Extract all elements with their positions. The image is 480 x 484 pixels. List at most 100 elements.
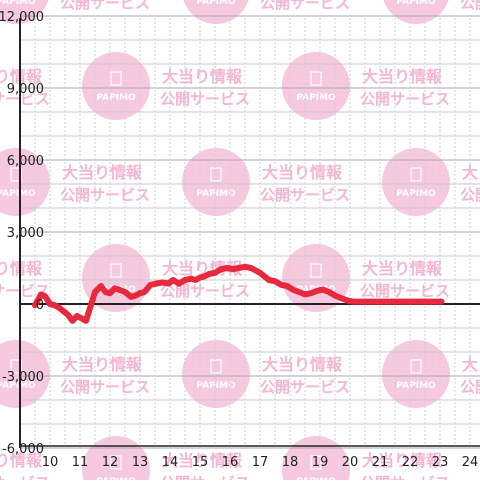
watermark-line2: 公開サービス (60, 0, 150, 12)
x-tick-label: 12 (102, 455, 119, 470)
watermark-line2: 公開サービス (0, 474, 50, 480)
series-layer (32, 263, 445, 324)
watermark-line2: 公開サービス (60, 378, 150, 396)
watermark-line2: 公開サービス (360, 474, 450, 480)
y-tick-label: 3,000 (7, 226, 44, 241)
watermark-glyph-icon (110, 263, 122, 278)
watermark-logo (282, 52, 350, 120)
watermark-logo (0, 340, 50, 408)
watermark-glyph-icon (310, 71, 322, 86)
watermark-line1: 大当り情報 (362, 259, 443, 278)
watermark-glyph-icon (210, 359, 222, 374)
watermark-logo-text: PAPIMO (396, 189, 436, 199)
watermark-logo (282, 244, 350, 312)
watermark-line1: 大当り情報 (162, 67, 243, 86)
watermark-logo (0, 0, 49, 24)
watermark-glyph-icon (310, 455, 322, 470)
watermark-line1: 大当り情報 (0, 451, 43, 470)
watermark-logo-text: PAPIMO (0, 0, 36, 7)
y-tick-label: 12,000 (0, 10, 44, 25)
grid-layer (20, 15, 480, 449)
x-tick-label: 16 (222, 455, 239, 470)
watermark-line2: 公開サービス (160, 474, 250, 480)
watermark-glyph-icon (410, 359, 422, 374)
watermark-line1: 大当り情報 (262, 163, 343, 182)
watermark-logo (383, 0, 449, 24)
y-tick-label: 0 (36, 298, 44, 313)
x-tick-label: 24 (462, 455, 479, 470)
watermark-logo (183, 0, 249, 24)
x-tick-label: 13 (132, 455, 149, 470)
x-tick-label: 19 (312, 455, 329, 470)
x-tick-label: 22 (402, 455, 419, 470)
watermark-logo (82, 52, 150, 120)
y-tick-label: -3,000 (2, 370, 44, 385)
watermark-logo (382, 148, 450, 216)
watermark-line1: 大当り情報 (0, 259, 43, 278)
watermark-line2: 公開サービス (460, 0, 480, 12)
x-tick-label: 15 (192, 455, 209, 470)
x-tick-label: 10 (42, 455, 59, 470)
watermark-logo-text: PAPIMO (0, 381, 36, 391)
watermark-line2: 公開サービス (260, 0, 350, 12)
watermark-line2: 公開サービス (60, 186, 150, 204)
watermark-line2: 公開サービス (360, 90, 450, 108)
y-tick-label: -6,000 (2, 442, 44, 457)
watermark-line1: 大当り情報 (462, 163, 480, 182)
watermark-line1: 大当り情報 (362, 451, 443, 470)
watermark-logo-text: PAPIMO (396, 0, 436, 7)
watermark-glyph-icon (310, 263, 322, 278)
watermark-line1: 大当り情報 (462, 355, 480, 374)
watermark-line1: 大当り情報 (62, 355, 143, 374)
x-tick-label: 17 (252, 455, 269, 470)
y-tick-label: 9,000 (7, 82, 44, 97)
watermark-logo (0, 148, 50, 216)
series-line (32, 263, 445, 324)
watermark-line1: 大当り情報 (62, 163, 143, 182)
watermark-line1: 大当り情報 (0, 67, 43, 86)
watermark-logo-text: PAPIMO (196, 381, 236, 391)
watermark-line1: 大当り情報 (262, 355, 343, 374)
x-tick-label: 20 (342, 455, 359, 470)
watermark-glyph-icon (410, 167, 422, 182)
watermark-glyph-icon (210, 167, 222, 182)
watermark-glyph-icon (110, 455, 122, 470)
watermark-glyph-icon (110, 71, 122, 86)
watermark-logo-text: PAPIMO (296, 93, 336, 103)
watermark-logo (182, 340, 250, 408)
watermark-line2: 公開サービス (160, 282, 250, 300)
tick-label-layer: -6,000 -3,000 0 3,000 6,000 9,000 12,000 10 11 12… (0, 10, 478, 470)
watermark-logo-text: PAPIMO (196, 189, 236, 199)
watermark-logo (182, 148, 250, 216)
watermark-logo-text: PAPIMO (96, 93, 136, 103)
x-tick-label: 14 (162, 455, 179, 470)
x-tick-label: 18 (282, 455, 299, 470)
x-tick-label: 23 (432, 455, 449, 470)
watermark-line1: 大当り情報 (162, 451, 243, 470)
watermark-logo-text: PAPIMO (196, 0, 236, 7)
watermark-line2: 公開サービス (160, 90, 250, 108)
watermark-logo (382, 340, 450, 408)
watermark-line1: 大当り情報 (362, 67, 443, 86)
watermark-line2: 公開サービス (0, 90, 50, 108)
watermark-logo-text: PAPIMO (0, 189, 36, 199)
x-tick-label: 21 (372, 455, 389, 470)
watermark-line2: 公開サービス (360, 282, 450, 300)
y-tick-label: 6,000 (7, 154, 44, 169)
watermark-line1: 大当り情報 (162, 259, 243, 278)
